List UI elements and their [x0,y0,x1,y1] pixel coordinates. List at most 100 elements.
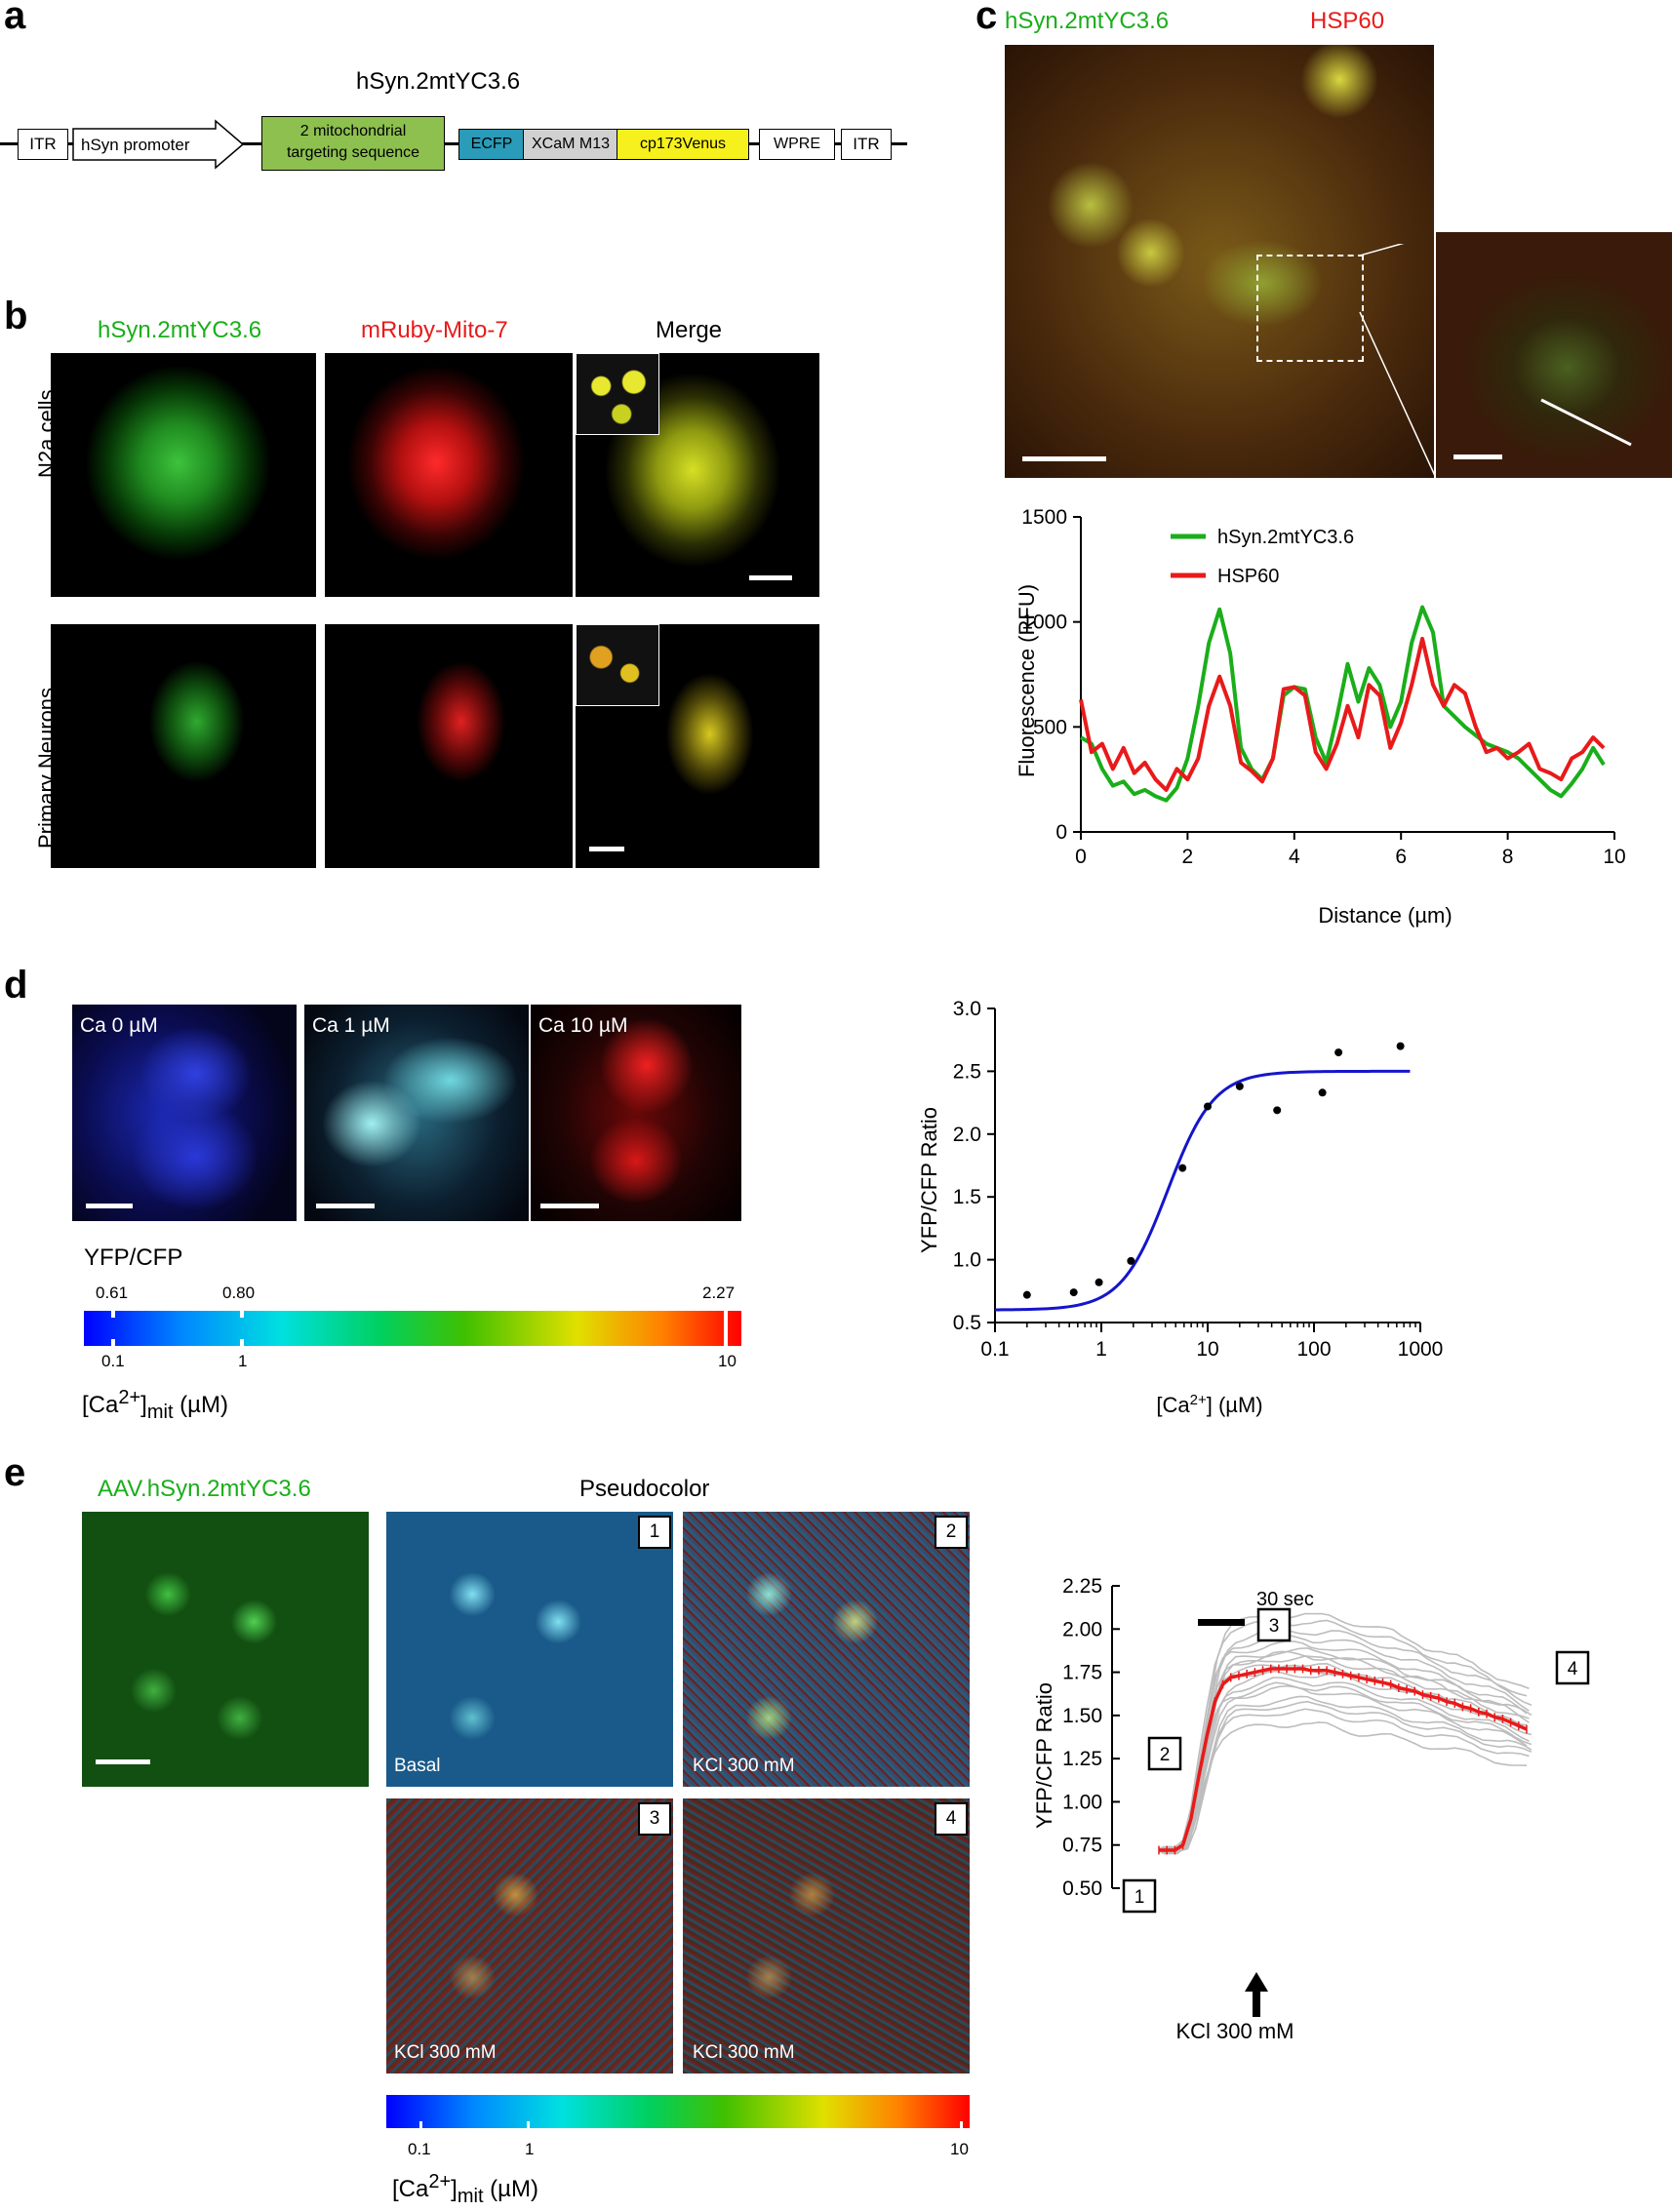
e-gray-trace [1163,1647,1533,1851]
e-chart-marker-3 [1256,1607,1292,1642]
b-n2a-merge-image [576,353,819,597]
construct-title: hSyn.2mtYC3.6 [356,68,521,95]
e-gray-trace [1163,1695,1533,1852]
b-n2a-red-image [325,353,573,597]
d-colorbar-top-1: 0.80 [222,1284,256,1302]
e-scale-bar-label: 30 sec [1256,1589,1314,1610]
e-frame-3-image: 3 KCl 300 mM [386,1798,673,2074]
b-col-merge-label: Merge [656,317,723,343]
d-data-point [1178,1164,1187,1172]
c-y-axis-label: Fluorescence (RFU) [1015,584,1039,777]
itr-right-box: ITR [841,129,892,160]
construct-diagram: ITR hSyn promoter 2 mitochondrial target… [0,107,917,185]
d-data-point [1095,1278,1103,1286]
e-stimulus-label: KCl 300 mM [1175,2019,1294,2043]
xcam-box: XCaM M13 [523,129,618,160]
e-y-axis-label: YFP/CFP Ratio [1032,1682,1056,1829]
d-y-axis-label: YFP/CFP Ratio [917,1107,941,1253]
d-colorbar-top-2: 2.27 [702,1284,736,1302]
e-frame-1-marker: 1 [638,1516,671,1549]
c-green-label: hSyn.2mtYC3.6 [1005,8,1170,34]
d-ca10-image: Ca 10 µM [531,1005,741,1221]
e-colorbar [386,2095,970,2128]
e-green-scale-bar [96,1759,150,1764]
e-chart-marker-1 [1122,1878,1157,1914]
d-data-point [1022,1290,1031,1299]
b-neurons-green-image [51,624,316,868]
c-x-tick-label: 8 [1502,846,1514,868]
c-roi-box [1256,255,1364,362]
d-colorbar-bottom-1: 1 [238,1352,248,1370]
c-red-label: HSP60 [1310,8,1385,34]
e-frame-4-label: KCl 300 mM [693,2042,795,2063]
e-y-tick-label: 1.25 [1062,1748,1102,1770]
d-colorbar [84,1311,741,1346]
b-col-red-label: mRuby-Mito-7 [361,317,508,343]
e-pseudocolor-title: Pseudocolor [579,1476,710,1502]
b-n2a-scale-bar [749,575,792,580]
b-neurons-merge-image [576,624,819,868]
c-legend-label-1: HSP60 [1217,566,1279,587]
d-ca10-label: Ca 10 µM [538,1014,628,1037]
panel-label-d: d [4,964,28,1007]
b-neurons-inset [576,624,659,706]
c-zoom-scale-bar [1453,454,1502,459]
e-y-tick-label: 1.50 [1062,1705,1102,1727]
c-line-profile-chart: 0 500 1000 1500 0 2 4 6 8 10 hSyn.2mtYC3.6 HSP60 Fl… [1015,506,1626,928]
d-colorbar-title: YFP/CFP [84,1244,183,1271]
e-timecourse-chart: 0.50 0.75 1.00 1.25 1.50 1.75 2.00 2.25 1 2 3 4 YFP… [1032,1575,1590,2043]
targeting-sequence-box: 2 mitochondrial targeting sequence [261,116,445,171]
d-data-point [1235,1082,1244,1090]
c-x-axis-label: Distance (µm) [1318,903,1452,928]
d-x-axis-label: [Ca2+] (µM) [1156,1392,1262,1417]
ecfp-box: ECFP [458,129,525,160]
d-colorbar-bottom-0: 0.1 [101,1352,125,1370]
e-gray-trace [1161,1650,1530,1855]
e-chart-marker-4 [1555,1650,1590,1685]
c-x-tick-label: 2 [1182,846,1194,868]
c-x-tick-label: 6 [1395,846,1407,868]
e-frame-2-label: KCl 300 mM [693,1756,795,1776]
e-gray-trace [1161,1612,1530,1850]
b-col-green-label: hSyn.2mtYC3.6 [98,317,262,343]
e-chart-marker-label-4: 4 [1568,1659,1578,1679]
wpre-box: WPRE [759,129,835,160]
d-ca0-scale-bar [86,1204,133,1208]
e-gray-trace [1163,1626,1533,1855]
c-x-tick-label: 10 [1603,846,1625,868]
e-chart-marker-2 [1147,1736,1182,1771]
targeting-line-1: 2 mitochondrial [299,123,407,139]
d-ca1-image: Ca 1 µM [304,1005,529,1221]
b-neurons-red-image [325,624,573,868]
itr-left-box: ITR [18,129,68,160]
panel-label-a: a [4,0,26,37]
d-ca1-label: Ca 1 µM [312,1014,390,1037]
d-ca10-scale-bar [540,1204,599,1208]
d-x-tick-label: 1000 [1398,1338,1444,1361]
c-merge-image [1005,45,1434,478]
e-frame-1-image: 1 Basal [386,1512,673,1787]
c-zoom-image [1436,232,1672,478]
d-colorbar-top-0: 0.61 [96,1284,129,1302]
e-colorbar-axis-label: [Ca2+]mit (µM) [392,2171,538,2207]
e-stimulus-arrow [1245,1972,1268,2017]
e-green-image [82,1512,369,1787]
d-y-tick-label: 0.5 [953,1312,981,1334]
d-data-point [1069,1288,1078,1297]
c-legend-label-0: hSyn.2mtYC3.6 [1217,527,1354,548]
d-data-point [1127,1256,1135,1265]
e-gray-trace [1163,1681,1533,1855]
b-neurons-scale-bar [589,847,624,851]
c-y-tick-label: 0 [1055,821,1067,844]
d-y-tick-label: 1.0 [953,1249,981,1272]
e-gray-trace [1163,1670,1533,1855]
b-n2a-inset [576,353,659,435]
panel-label-c: c [975,0,998,37]
d-y-tick-label: 2.0 [953,1124,981,1146]
e-frame-3-label: KCl 300 mM [394,2042,497,2063]
e-gray-trace [1161,1708,1530,1849]
d-data-point [1334,1048,1343,1057]
d-y-tick-label: 1.5 [953,1186,981,1208]
c-x-tick-label: 0 [1075,846,1087,868]
promoter-arrow: hSyn promoter [72,119,245,170]
